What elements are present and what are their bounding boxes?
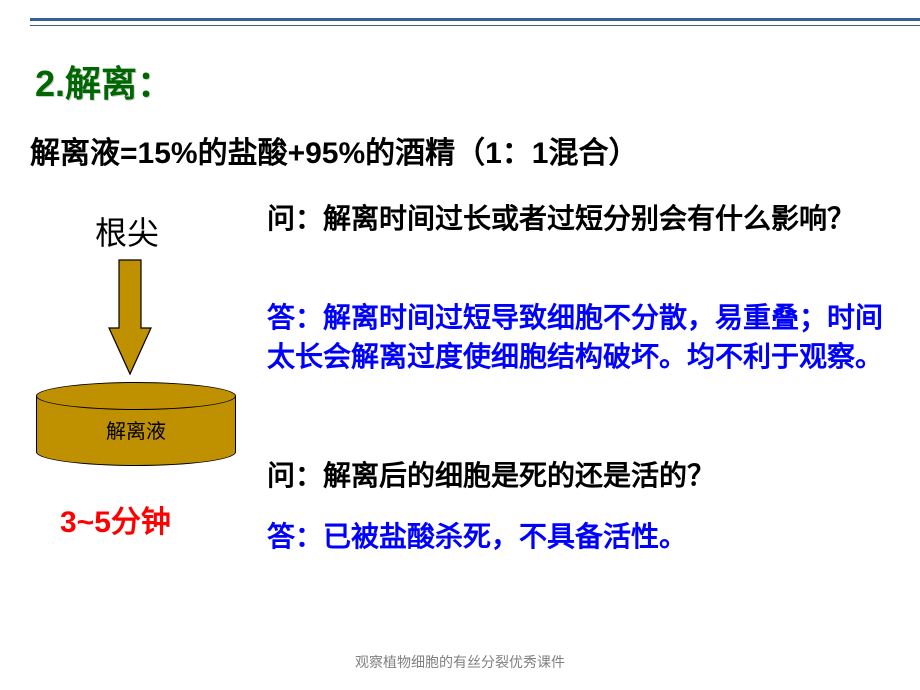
top-rule-thin <box>30 25 920 26</box>
footer-caption: 观察植物细胞的有丝分裂优秀课件 <box>0 652 920 672</box>
question-1: 问：解离时间过长或者过短分别会有什么影响？ <box>267 199 900 238</box>
top-rule-thick <box>30 18 920 21</box>
question-2: 问：解离后的细胞是死的还是活的？ <box>267 454 904 494</box>
duration-label: 3~5分钟 <box>60 497 171 541</box>
formula-text: 解离液=15%的盐酸+95%的酒精（1：1混合） <box>30 128 639 172</box>
cylinder-top <box>36 382 236 410</box>
root-tip-label: 根尖 <box>95 208 159 254</box>
section-heading: 2.解离： <box>35 55 173 107</box>
down-arrow-icon <box>107 258 153 381</box>
cylinder-label: 解离液 <box>36 415 236 444</box>
solution-cylinder: 解离液 <box>36 382 236 466</box>
answer-1: 答：解离时间过短导致细胞不分散，易重叠；时间太长会解离过度使细胞结构破坏。均不利… <box>267 298 904 376</box>
answer-2: 答：已被盐酸杀死，不具备活性。 <box>267 515 904 555</box>
